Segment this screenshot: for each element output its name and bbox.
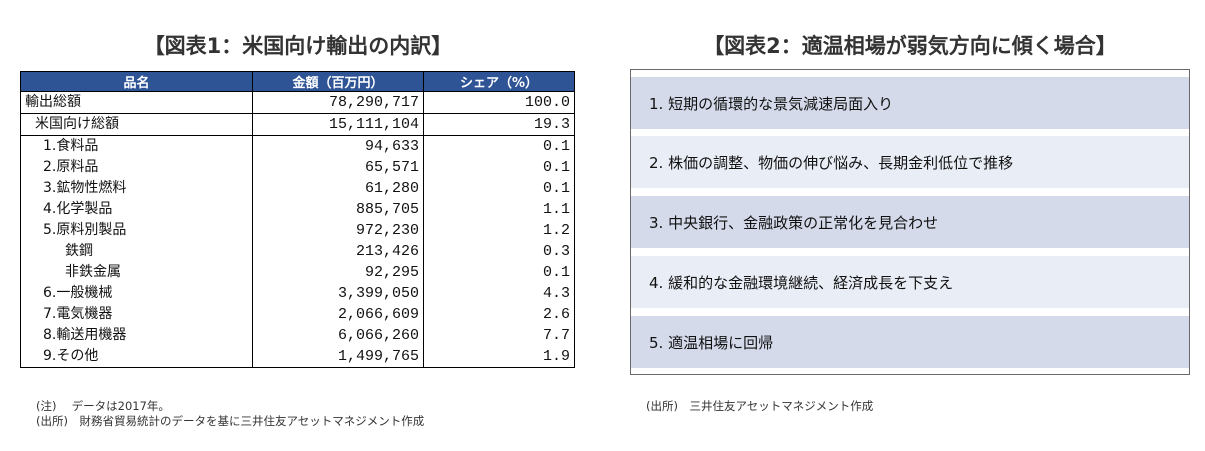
row-amount: 15,111,104 [252, 113, 424, 136]
row-amount: 78,290,717 [252, 91, 424, 114]
row-amount: 885,705 [252, 199, 424, 220]
table-row: 1.食料品 94,633 0.1 [20, 135, 575, 157]
row-name: 米国向け総額 [20, 113, 253, 136]
row-name: 2.原料品 [20, 157, 253, 178]
row-amount: 94,633 [252, 135, 424, 157]
scenario-steps-panel: 1. 短期の循環的な景気減速局面入り 2. 株価の調整、物価の伸び悩み、長期金利… [630, 69, 1190, 375]
row-name: 5.原料別製品 [20, 220, 253, 241]
scenario-step-4: 4. 緩和的な金融環境継続、経済成長を下支え [631, 256, 1189, 308]
table-row: 5.原料別製品 972,230 1.2 [20, 220, 575, 241]
row-share: 1.1 [423, 199, 575, 220]
row-name: 3.鉱物性燃料 [20, 178, 253, 199]
table-row-total-exports: 輸出総額 78,290,717 100.0 [20, 91, 575, 114]
row-amount: 972,230 [252, 220, 424, 241]
figure1-note: (注) データは2017年。 [36, 399, 170, 413]
scenario-step-2: 2. 株価の調整、物価の伸び悩み、長期金利低位で推移 [631, 136, 1189, 188]
row-name: 鉄鋼 [20, 241, 253, 262]
row-share: 0.1 [423, 157, 575, 178]
row-share: 2.6 [423, 304, 575, 325]
table-row: 3.鉱物性燃料 61,280 0.1 [20, 178, 575, 199]
header-item-name: 品名 [20, 71, 253, 92]
table-row: 非鉄金属 92,295 0.1 [20, 262, 575, 283]
figure1-source: (出所) 財務省貿易統計のデータを基に三井住友アセットマネジメント作成 [36, 414, 425, 428]
scenario-step-1: 1. 短期の循環的な景気減速局面入り [631, 77, 1189, 129]
scenario-step-5: 5. 適温相場に回帰 [631, 316, 1189, 368]
row-name: 輸出総額 [20, 91, 253, 114]
row-share: 1.9 [423, 346, 575, 368]
row-amount: 61,280 [252, 178, 424, 199]
row-amount: 2,066,609 [252, 304, 424, 325]
scenario-step-3: 3. 中央銀行、金融政策の正常化を見合わせ [631, 196, 1189, 248]
row-share: 0.3 [423, 241, 575, 262]
figure2-title: 【図表2：適温相場が弱気方向に傾く場合】 [703, 34, 1117, 58]
row-share: 0.1 [423, 178, 575, 199]
row-name: 7.電気機器 [20, 304, 253, 325]
table-row: 7.電気機器 2,066,609 2.6 [20, 304, 575, 325]
row-name: 8.輸送用機器 [20, 325, 253, 346]
row-amount: 1,499,765 [252, 346, 424, 368]
header-share: シェア（%） [423, 71, 575, 92]
header-amount: 金額（百万円） [252, 71, 424, 92]
row-name: 非鉄金属 [20, 262, 253, 283]
row-amount: 65,571 [252, 157, 424, 178]
table-row: 2.原料品 65,571 0.1 [20, 157, 575, 178]
row-share: 4.3 [423, 283, 575, 304]
row-name: 1.食料品 [20, 135, 253, 157]
row-share: 1.2 [423, 220, 575, 241]
row-share: 0.1 [423, 135, 575, 157]
row-amount: 92,295 [252, 262, 424, 283]
row-share: 19.3 [423, 113, 575, 136]
row-share: 7.7 [423, 325, 575, 346]
table-row: 6.一般機械 3,399,050 4.3 [20, 283, 575, 304]
table-row-us-total: 米国向け総額 15,111,104 19.3 [20, 113, 575, 136]
table-row: 4.化学製品 885,705 1.1 [20, 199, 575, 220]
figure2-source: (出所) 三井住友アセットマネジメント作成 [646, 399, 874, 413]
table-header-row: 品名 金額（百万円） シェア（%） [20, 71, 575, 92]
row-amount: 3,399,050 [252, 283, 424, 304]
row-name: 4.化学製品 [20, 199, 253, 220]
row-amount: 213,426 [252, 241, 424, 262]
row-name: 6.一般機械 [20, 283, 253, 304]
row-share: 100.0 [423, 91, 575, 114]
table-row: 鉄鋼 213,426 0.3 [20, 241, 575, 262]
figure1-title: 【図表1：米国向け輸出の内訳】 [143, 34, 453, 58]
table-row: 8.輸送用機器 6,066,260 7.7 [20, 325, 575, 346]
row-name: 9.その他 [20, 346, 253, 368]
row-share: 0.1 [423, 262, 575, 283]
table-row: 9.その他 1,499,765 1.9 [20, 346, 575, 368]
row-amount: 6,066,260 [252, 325, 424, 346]
export-breakdown-table: 品名 金額（百万円） シェア（%） 輸出総額 78,290,717 100.0 … [20, 71, 575, 368]
